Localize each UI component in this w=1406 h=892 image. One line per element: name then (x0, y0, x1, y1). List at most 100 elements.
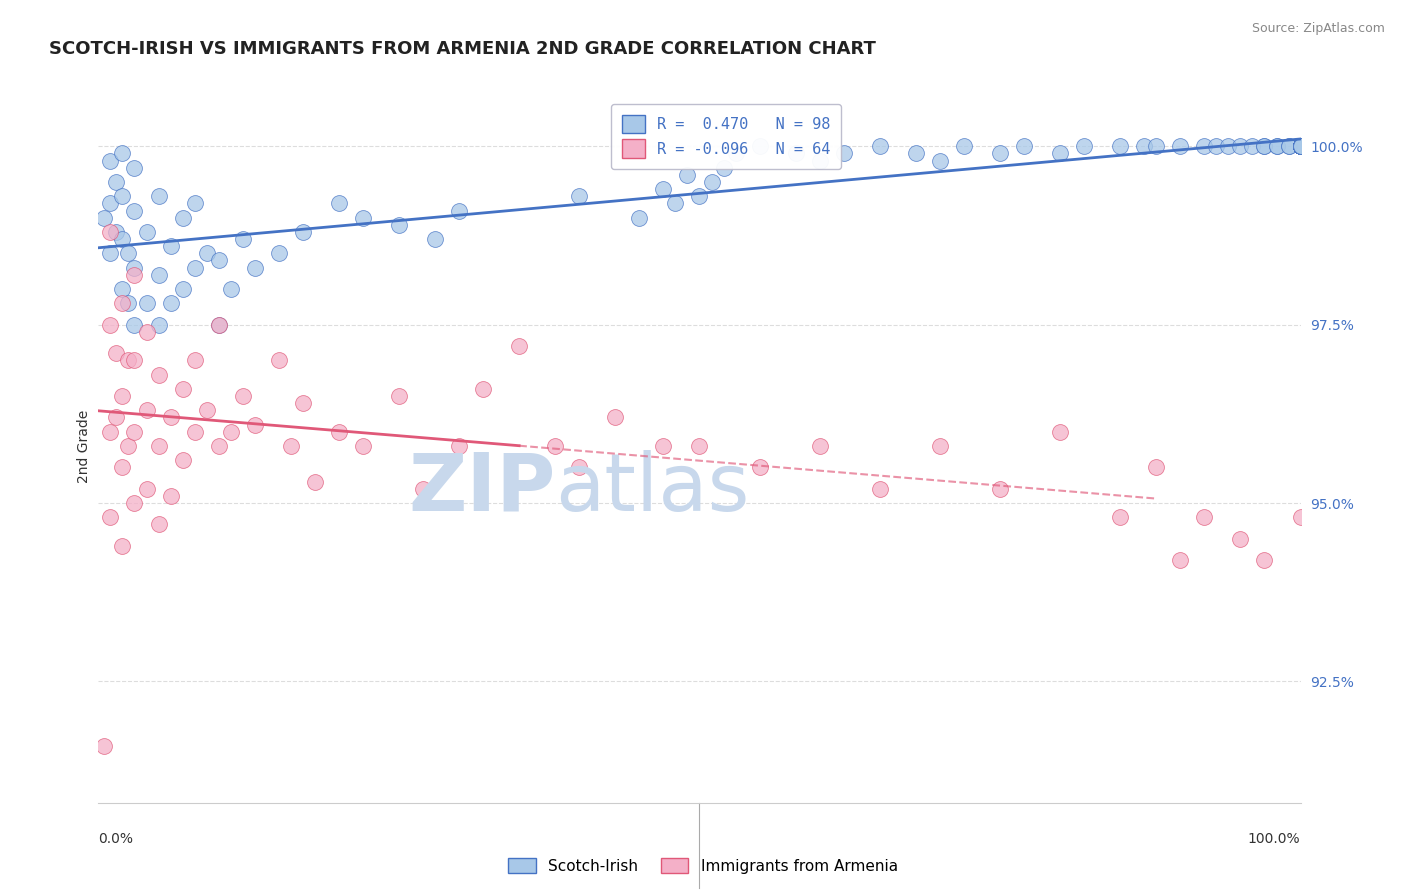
Point (135, 482, 157, 496)
Point (124, 496, 146, 510)
Point (1012, 139, 1035, 153)
Point (148, 517, 170, 532)
Point (124, 161, 146, 175)
Point (676, 168, 699, 182)
Point (928, 153, 950, 168)
Point (1253, 553, 1275, 567)
Point (328, 425, 350, 439)
Point (111, 282, 134, 296)
Point (869, 482, 891, 496)
Point (232, 389, 254, 403)
Point (105, 346, 128, 360)
Point (652, 439, 675, 453)
Point (904, 146, 927, 161)
Point (172, 453, 194, 467)
Point (388, 218, 411, 232)
Point (124, 353, 146, 368)
Point (111, 460, 134, 475)
Point (124, 318, 146, 332)
Point (1289, 139, 1312, 153)
Point (135, 403, 157, 417)
Point (1073, 139, 1095, 153)
Point (1289, 139, 1312, 153)
Point (100, 153, 122, 168)
Point (111, 146, 134, 161)
Point (628, 211, 651, 225)
Point (1241, 139, 1264, 153)
Point (568, 189, 591, 203)
Point (1289, 139, 1312, 153)
Point (808, 439, 831, 453)
Point (1289, 139, 1312, 153)
Point (208, 439, 231, 453)
Point (1253, 139, 1275, 153)
Point (808, 153, 831, 168)
Point (423, 232, 446, 246)
Point (183, 353, 205, 368)
Point (700, 175, 723, 189)
Point (352, 211, 374, 225)
Point (219, 425, 242, 439)
Point (267, 246, 290, 260)
Point (148, 268, 170, 282)
Point (1049, 425, 1071, 439)
Text: atlas: atlas (555, 450, 749, 528)
Point (568, 460, 591, 475)
Point (988, 146, 1011, 161)
Point (111, 232, 134, 246)
Point (243, 260, 266, 275)
Point (124, 260, 146, 275)
Point (953, 139, 976, 153)
Point (159, 239, 181, 253)
Point (219, 282, 242, 296)
Point (111, 539, 134, 553)
Point (832, 146, 855, 161)
Point (1289, 139, 1312, 153)
Point (1229, 139, 1251, 153)
Point (328, 196, 350, 211)
Point (988, 482, 1011, 496)
Point (183, 196, 205, 211)
Point (124, 425, 146, 439)
Point (748, 460, 770, 475)
Point (291, 396, 314, 410)
Point (135, 325, 157, 339)
Text: SCOTCH-IRISH VS IMMIGRANTS FROM ARMENIA 2ND GRADE CORRELATION CHART: SCOTCH-IRISH VS IMMIGRANTS FROM ARMENIA … (49, 40, 876, 58)
Point (713, 161, 735, 175)
Point (117, 296, 139, 310)
Point (1289, 139, 1312, 153)
Point (172, 211, 194, 225)
Point (689, 189, 711, 203)
Point (1109, 510, 1132, 524)
Y-axis label: 2nd Grade: 2nd Grade (77, 409, 91, 483)
Point (232, 232, 254, 246)
Point (1170, 553, 1192, 567)
Point (159, 410, 181, 425)
Text: 100.0%: 100.0% (1249, 832, 1301, 846)
Point (100, 510, 122, 524)
Point (1289, 139, 1312, 153)
Point (1229, 532, 1251, 546)
Point (111, 296, 134, 310)
Text: ZIP: ZIP (408, 450, 555, 528)
Point (183, 260, 205, 275)
Point (124, 268, 146, 282)
Point (1289, 139, 1312, 153)
Point (1289, 139, 1312, 153)
Point (1133, 139, 1156, 153)
Point (1289, 139, 1312, 153)
Point (172, 282, 194, 296)
Point (100, 225, 122, 239)
Point (183, 425, 205, 439)
Point (111, 189, 134, 203)
Point (869, 139, 891, 153)
Legend: R =  0.470   N = 98, R = -0.096   N = 64: R = 0.470 N = 98, R = -0.096 N = 64 (612, 104, 841, 169)
Point (148, 318, 170, 332)
Point (105, 225, 128, 239)
Point (100, 318, 122, 332)
Text: 0.0%: 0.0% (98, 832, 134, 846)
Point (100, 246, 122, 260)
Point (1289, 139, 1312, 153)
Point (117, 353, 139, 368)
Point (1289, 510, 1312, 524)
